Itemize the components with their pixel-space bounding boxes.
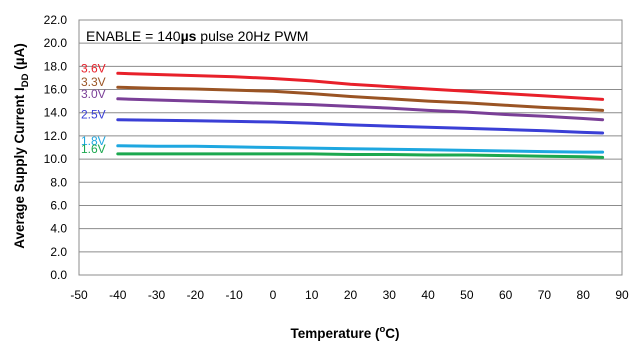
x-tick-label: 20 <box>344 288 358 302</box>
x-tick-label: 0 <box>270 288 277 302</box>
series-label-1.8V: 1.8V <box>81 134 106 148</box>
x-tick-label: 70 <box>538 288 552 302</box>
y-tick-label: 8.0 <box>50 175 67 189</box>
y-tick-label: 2.0 <box>50 245 67 259</box>
x-tick-label: -50 <box>70 288 88 302</box>
x-tick-label: 90 <box>615 288 629 302</box>
x-tick-label: 50 <box>460 288 474 302</box>
x-tick-label: 10 <box>305 288 319 302</box>
x-tick-label: 80 <box>577 288 591 302</box>
x-tick-label: 30 <box>383 288 397 302</box>
y-tick-label: 16.0 <box>44 83 68 97</box>
series-line-3.3V <box>116 85 605 112</box>
x-axis-title: Temperature (oC) <box>290 324 399 341</box>
x-tick-label: -30 <box>148 288 166 302</box>
series-line-2.5V <box>116 118 605 135</box>
x-tick-label: -20 <box>187 288 205 302</box>
series-label-1.6V: 1.6V <box>81 142 106 156</box>
y-tick-label: 14.0 <box>44 106 68 120</box>
y-tick-label: 4.0 <box>50 222 67 236</box>
y-tick-labels: 0.0 2.0 4.0 6.0 8.0 10.0 12.0 14.0 16.0 18.0 20.0 2… <box>44 13 68 282</box>
series-label-3.3V: 3.3V <box>81 75 106 89</box>
y-tick-label: 6.0 <box>50 198 67 212</box>
series-line-1.8V <box>116 144 605 154</box>
x-tick-label: -10 <box>225 288 243 302</box>
series-line-3.6V <box>116 71 605 101</box>
x-tick-label: -40 <box>109 288 127 302</box>
x-tick-labels: -50 -40 -30 -20 -10 0 10 20 30 40 50 60 70 80 90 <box>70 288 629 302</box>
series-line-1.6V <box>116 152 605 159</box>
x-tick-label: 60 <box>499 288 513 302</box>
series-label-3.0V: 3.0V <box>81 87 106 101</box>
y-tick-label: 0.0 <box>50 268 67 282</box>
y-tick-label: 20.0 <box>44 36 68 50</box>
series-label-2.5V: 2.5V <box>81 108 106 122</box>
x-tick-label: 40 <box>421 288 435 302</box>
series-lines <box>116 71 605 159</box>
y-tick-label: 18.0 <box>44 59 68 73</box>
y-tick-label: 10.0 <box>44 152 68 166</box>
chart-annotation: ENABLE = 140µs pulse 20Hz PWM <box>86 28 308 44</box>
series-label-3.6V: 3.6V <box>81 61 106 75</box>
y-tick-label: 22.0 <box>44 13 68 27</box>
y-axis-title: Average Supply Current IDD (µA) <box>12 43 31 249</box>
y-tick-label: 12.0 <box>44 129 68 143</box>
plot-area-frame <box>78 19 623 276</box>
series-line-3.0V <box>116 97 605 122</box>
series-labels: 3.6V3.3V3.0V 2.5V 1.8V1.6V <box>81 61 106 156</box>
